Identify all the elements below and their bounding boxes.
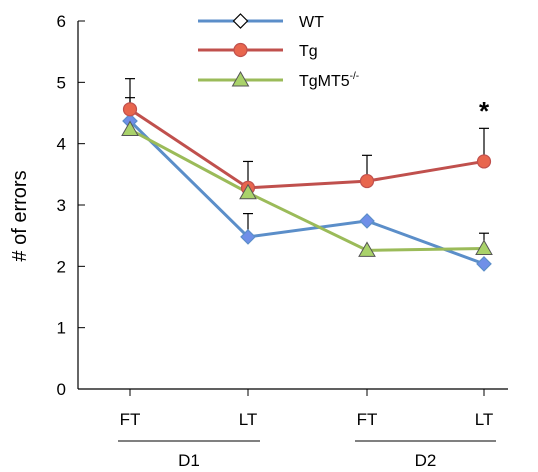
marker-diamond [232, 13, 249, 29]
marker-triangle [475, 239, 493, 256]
marker-diamond [359, 213, 375, 229]
axes: 0 1 2 3 4 5 6 FT LT FT LT D1 D2 [57, 12, 508, 470]
marker-triangle [231, 70, 250, 87]
legend: WT Tg TgMT5-/- [198, 13, 359, 90]
x-tick-label: LT [239, 410, 258, 429]
x-tick-label: FT [357, 410, 378, 429]
y-axis-title: # of errors [9, 170, 31, 261]
y-tick-label: 2 [57, 257, 66, 276]
series-line [129, 128, 485, 252]
marker-diamond [240, 229, 256, 245]
marker-circle [476, 154, 492, 169]
marker-triangle [121, 120, 139, 137]
legend-label: Tg [299, 43, 318, 60]
legend-label: WT [299, 14, 324, 31]
y-tick-label: 1 [57, 319, 66, 338]
y-tick-label: 0 [57, 380, 66, 399]
y-tick-label: 5 [57, 73, 66, 92]
series-line [129, 108, 485, 190]
error-bars [125, 78, 489, 249]
y-tick-label: 3 [57, 196, 66, 215]
significance-asterisk: * [479, 96, 490, 126]
y-tick-label: 4 [57, 135, 66, 154]
x-tick-label: FT [120, 410, 141, 429]
group-label: D2 [415, 451, 437, 470]
marker-circle [122, 102, 138, 117]
annotations: * [479, 96, 490, 126]
series-markers [121, 102, 493, 272]
marker-diamond [476, 256, 492, 272]
marker-circle [359, 173, 375, 189]
group-label: D1 [178, 451, 200, 470]
marker-triangle [358, 241, 376, 257]
marker-triangle [239, 183, 257, 200]
marker-circle [233, 42, 248, 58]
legend-label: TgMT5-/- [299, 71, 359, 90]
x-tick-label: LT [475, 410, 494, 429]
series-lines [128, 108, 485, 266]
y-tick-label: 6 [57, 12, 66, 31]
series-line [128, 119, 485, 266]
